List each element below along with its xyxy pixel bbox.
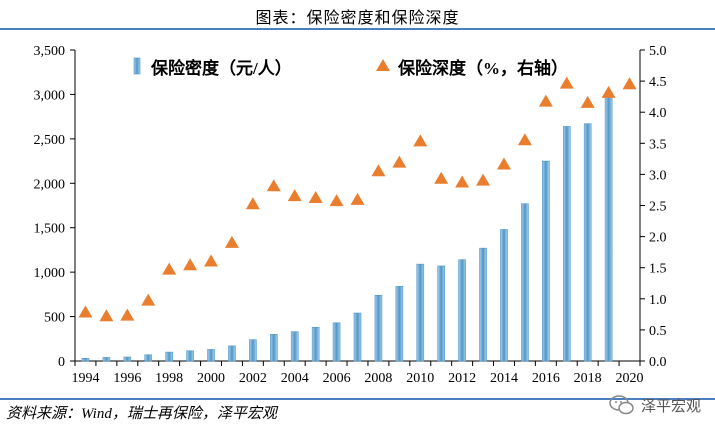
footer-rule — [0, 398, 715, 400]
depth-marker — [413, 134, 428, 147]
depth-marker — [601, 85, 616, 98]
depth-marker — [245, 197, 260, 210]
density-bar — [500, 229, 508, 362]
chart: 0 500 1,000 1,500 2,000 2,500 3,000 3,500 0.0 0.5… — [34, 44, 667, 386]
left-tick-label: 500 — [44, 311, 65, 326]
depth-marker — [496, 157, 511, 170]
right-tick-label: 2.5 — [649, 200, 667, 215]
right-tick-label: 4.0 — [649, 106, 667, 121]
right-tick-label: 4.5 — [649, 75, 667, 90]
depth-marker — [141, 293, 156, 306]
right-tick-label: 0.0 — [649, 355, 667, 370]
x-tick-label: 1996 — [113, 371, 141, 386]
density-bar — [479, 247, 487, 362]
depth-marker — [517, 133, 532, 146]
density-bar — [269, 334, 278, 362]
depth-marker — [434, 171, 449, 184]
watermark-text: 泽平宏观 — [640, 398, 701, 415]
left-tick-label: 1,000 — [34, 266, 66, 281]
density-bar — [604, 93, 613, 362]
density-bar — [123, 356, 132, 362]
page-title: 图表：保险密度和保险深度 — [255, 10, 460, 27]
density-bar — [395, 286, 404, 362]
x-tick-label: 2010 — [406, 371, 434, 386]
right-tick-label: 3.0 — [649, 168, 667, 183]
source-note: 资料来源：Wind，瑞士再保险，泽平宏观 — [6, 406, 277, 422]
depth-marker — [559, 76, 574, 89]
depth-marker — [476, 173, 491, 186]
right-tick-label: 2.0 — [649, 231, 667, 246]
depth-marker — [538, 94, 553, 107]
wechat-icon — [609, 395, 634, 415]
depth-marker — [308, 191, 323, 204]
depth-marker — [266, 179, 281, 192]
x-tick-label: 2004 — [281, 371, 309, 386]
density-bar — [458, 259, 466, 362]
density-bar — [102, 357, 111, 362]
depth-marker — [622, 77, 637, 90]
density-bar — [311, 326, 320, 362]
legend-label-density: 保险密度（元/人） — [150, 58, 292, 78]
density-bar — [437, 265, 446, 362]
density-bar — [542, 160, 550, 362]
depth-marker — [99, 309, 114, 322]
x-tick-label: 2002 — [239, 371, 267, 386]
depth-marker — [455, 175, 470, 188]
depth-marker — [78, 305, 93, 318]
right-tick-label: 0.5 — [649, 324, 667, 339]
left-tick-label: 3,500 — [34, 44, 66, 59]
depth-marker — [120, 308, 135, 321]
depth-marker — [350, 192, 365, 205]
depth-marker — [183, 258, 198, 271]
density-bar — [374, 294, 383, 362]
depth-marker — [224, 235, 239, 248]
right-tick-label: 3.5 — [649, 137, 667, 152]
density-bar — [81, 358, 90, 362]
right-tick-label: 1.5 — [649, 262, 667, 277]
legend-bar-swatch — [133, 57, 141, 75]
x-tick-label: 2008 — [364, 371, 392, 386]
left-tick-label: 1,500 — [34, 222, 66, 237]
depth-marker — [204, 254, 219, 267]
watermark: 泽平宏观 — [609, 394, 701, 416]
density-bar — [416, 263, 425, 362]
right-tick-label: 5.0 — [649, 44, 667, 59]
x-tick-label: 2012 — [448, 371, 476, 386]
density-bar — [521, 203, 529, 362]
depth-marker — [580, 95, 595, 108]
x-tick-label: 1998 — [155, 371, 183, 386]
depth-marker — [329, 194, 344, 207]
density-bar — [186, 350, 194, 362]
density-bar — [583, 123, 592, 362]
x-tick-label: 2006 — [323, 371, 351, 386]
x-tick-label: 2000 — [197, 371, 225, 386]
right-tick-label: 1.0 — [649, 293, 667, 308]
left-tick-label: 2,500 — [34, 133, 66, 148]
depth-marker — [371, 164, 386, 177]
density-bar — [332, 322, 341, 362]
x-tick-label: 2014 — [490, 371, 518, 386]
density-bar — [290, 331, 299, 362]
density-bar — [207, 349, 215, 362]
x-tick-label: 2020 — [616, 371, 644, 386]
left-tick-label: 2,000 — [34, 177, 66, 192]
density-bar — [249, 339, 257, 362]
density-bar — [165, 351, 173, 362]
density-bar — [353, 312, 362, 362]
legend-triangle-swatch — [376, 59, 390, 71]
legend-label-depth: 保险深度（%，右轴） — [397, 58, 568, 78]
depth-marker — [392, 155, 407, 168]
density-bar — [562, 126, 571, 362]
title-bar: 图表：保险密度和保险深度 — [0, 0, 715, 30]
density-bar — [228, 345, 236, 362]
left-tick-label: 0 — [58, 355, 65, 370]
x-tick-label: 1994 — [71, 371, 99, 386]
left-tick-label: 3,000 — [34, 88, 66, 103]
density-bar — [144, 354, 153, 362]
depth-marker — [287, 189, 302, 202]
x-tick-label: 2018 — [574, 371, 602, 386]
depth-marker — [162, 262, 177, 275]
x-tick-label: 2016 — [532, 371, 560, 386]
